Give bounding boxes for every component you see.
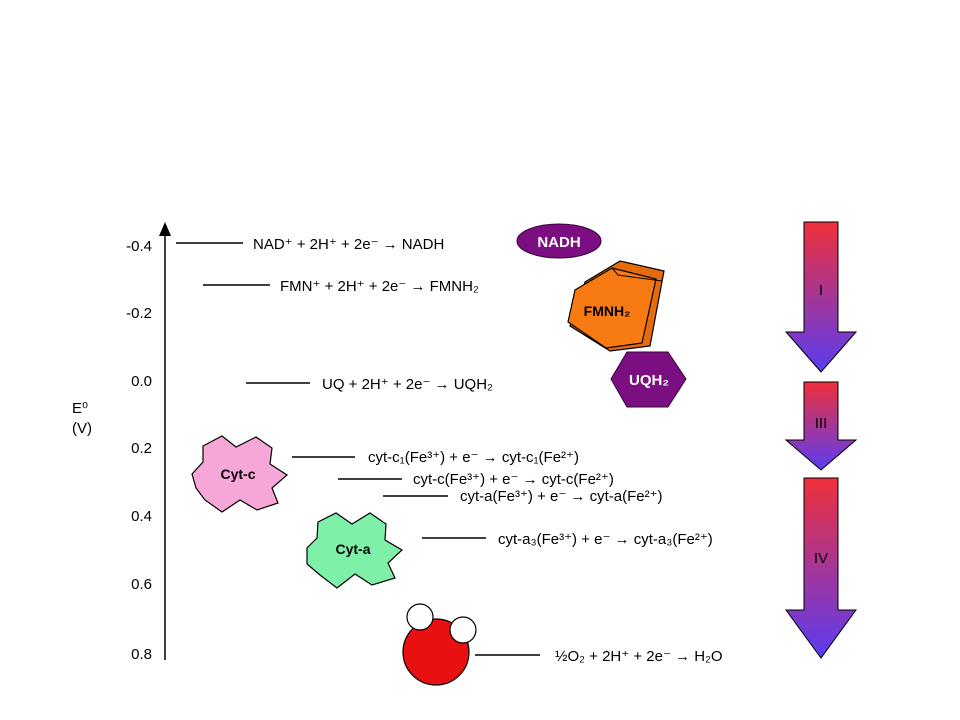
complex-iii-arrow: III [784, 381, 858, 471]
uqh2-molecule: UQH₂ [610, 351, 687, 408]
reaction-nad: NAD⁺ + 2H⁺ + 2e⁻ → NADH [253, 236, 444, 253]
hydrogen-atom [449, 616, 477, 644]
reaction-cyta: cyt-a(Fe³⁺) + e⁻ → cyt-a(Fe²⁺) [460, 488, 663, 505]
axis-label-symbol: E⁰ [72, 400, 88, 417]
hydrogen-atom [406, 603, 434, 631]
cytc-molecule: Cyt-c [191, 435, 288, 513]
fmnh2-molecule: FMNH₂ [567, 260, 665, 352]
tick-label: 0.8 [131, 646, 152, 663]
reaction-equations: NAD⁺ + 2H⁺ + 2e⁻ → NADH FMN⁺ + 2H⁺ + 2e⁻… [253, 236, 723, 665]
reaction-cytc: cyt-c(Fe³⁺) + e⁻ → cyt-c(Fe²⁺) [413, 471, 614, 488]
complex-i-arrow: I [784, 221, 858, 373]
complex-arrows: I III IV [784, 221, 858, 659]
reaction-cytc1: cyt-c₁(Fe³⁺) + e⁻ → cyt-c₁(Fe²⁺) [368, 449, 579, 466]
tick-label: -0.4 [126, 238, 152, 255]
complex-label: III [815, 415, 828, 432]
reaction-fmn: FMN⁺ + 2H⁺ + 2e⁻ → FMNH₂ [280, 278, 479, 295]
tick-label: 0.0 [131, 373, 152, 390]
reaction-uq: UQ + 2H⁺ + 2e⁻ → UQH₂ [322, 376, 493, 393]
tick-label: -0.2 [126, 305, 152, 322]
complex-label: IV [814, 550, 828, 567]
reaction-levels [176, 242, 540, 656]
reaction-cyta3: cyt-a₃(Fe³⁺) + e⁻ → cyt-a₃(Fe²⁺) [498, 531, 713, 548]
complex-iv-arrow: IV [785, 477, 857, 659]
water-molecule [402, 603, 477, 686]
uqh2-label: UQH₂ [629, 372, 669, 389]
nadh-molecule: NADH [516, 223, 602, 259]
tick-label: 0.2 [131, 440, 152, 457]
cyta-molecule: Cyt-a [306, 512, 403, 589]
cytc-label: Cyt-c [220, 466, 255, 482]
fmnh2-label: FMNH₂ [584, 303, 631, 319]
axis-arrowhead [159, 222, 171, 236]
complex-label: I [819, 282, 823, 299]
potential-axis: -0.4 -0.2 0.0 0.2 0.4 0.6 0.8 E⁰ (V) [72, 222, 171, 663]
cyta-label: Cyt-a [335, 541, 370, 557]
tick-label: 0.6 [131, 576, 152, 593]
axis-label-unit: (V) [72, 420, 92, 437]
tick-label: 0.4 [131, 508, 152, 525]
nadh-label: NADH [537, 234, 580, 251]
reaction-water: ½O₂ + 2H⁺ + 2e⁻ → H₂O [555, 648, 723, 665]
